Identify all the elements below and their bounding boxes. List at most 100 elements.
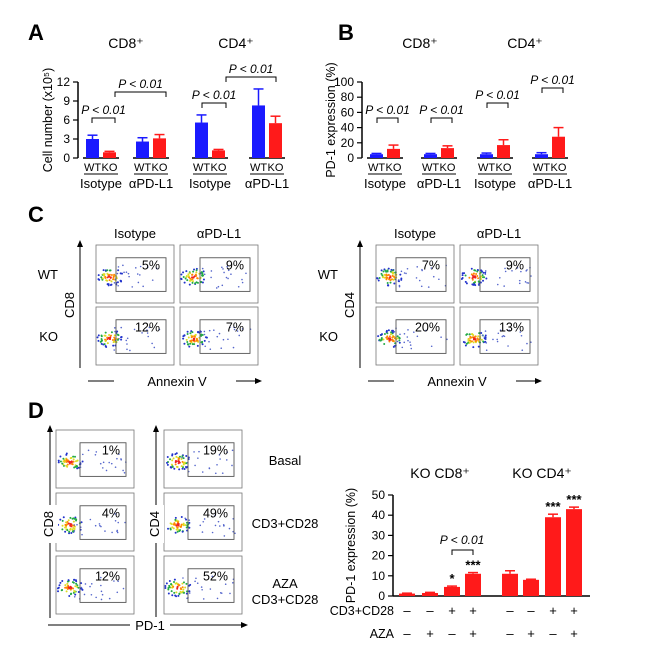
flow-event	[484, 336, 487, 339]
flow-event	[133, 328, 136, 331]
flow-event	[492, 338, 494, 341]
flow-plot-frame	[55, 492, 135, 552]
condition-label: CD3+CD28	[252, 592, 319, 607]
flow-event	[104, 530, 106, 532]
gate-box	[187, 505, 235, 540]
flow-plot-frame	[95, 244, 175, 304]
flow-event	[170, 463, 173, 466]
flow-event	[389, 279, 392, 282]
flow-event	[416, 335, 419, 338]
wt-bar	[136, 141, 149, 158]
flow-event	[106, 336, 109, 339]
flow-event	[194, 464, 196, 467]
flow-event	[113, 349, 116, 351]
flow-event	[400, 278, 403, 281]
flow-event	[187, 273, 190, 276]
flow-event	[129, 349, 131, 352]
flow-event	[148, 326, 151, 329]
flow-event	[128, 275, 130, 278]
flow-event	[193, 268, 196, 271]
cd3-sign: –	[527, 603, 535, 618]
flow-event	[173, 591, 176, 594]
flow-event	[405, 272, 407, 275]
flow-event	[231, 464, 233, 467]
bar-label: WT	[422, 162, 439, 174]
flow-event	[182, 337, 185, 340]
flow-event	[136, 273, 139, 275]
flow-event	[386, 274, 389, 277]
column-label: Isotype	[394, 226, 436, 241]
aza-sign: –	[403, 626, 411, 641]
flow-event	[518, 279, 521, 282]
flow-event	[110, 273, 113, 276]
group-title: CD8⁺	[108, 35, 143, 51]
flow-event	[438, 278, 440, 281]
flow-event	[526, 342, 528, 345]
flow-event	[377, 279, 380, 282]
flow-event	[122, 587, 125, 590]
flow-event	[380, 272, 383, 275]
flow-event	[474, 340, 477, 343]
aza-sign: +	[527, 626, 535, 641]
flow-event	[80, 586, 83, 589]
flow-event	[427, 286, 430, 288]
flow-event	[194, 580, 196, 583]
flow-event	[466, 333, 469, 336]
flow-event	[216, 463, 218, 466]
flow-event	[194, 282, 197, 285]
flow-event	[67, 522, 70, 525]
flow-event	[225, 276, 228, 279]
flow-event	[126, 337, 129, 340]
flow-event	[218, 454, 221, 456]
flow-event	[237, 285, 240, 288]
flow-event	[382, 338, 385, 341]
flow-event	[182, 577, 184, 579]
flow-event	[214, 472, 217, 475]
flow-event	[502, 334, 505, 337]
flow-event	[193, 343, 196, 346]
flow-event	[113, 580, 115, 582]
flow-event	[171, 459, 174, 462]
flow-event	[153, 346, 156, 349]
flow-event	[116, 457, 118, 460]
flow-event	[484, 271, 487, 274]
flow-event	[501, 335, 504, 338]
flow-event	[66, 582, 69, 585]
flow-event	[61, 519, 64, 522]
flow-event	[464, 280, 467, 283]
flow-event	[223, 535, 226, 537]
flow-event	[74, 593, 77, 596]
flow-event	[524, 281, 527, 283]
flow-event	[499, 276, 501, 279]
flow-event	[116, 330, 119, 333]
label-bg	[40, 505, 58, 543]
gate-percent: 5%	[142, 258, 160, 272]
p-value-label: P < 0.01	[229, 62, 274, 76]
flow-event	[178, 592, 181, 595]
flow-event	[63, 461, 66, 464]
flow-event	[477, 338, 480, 341]
cd3-sign: –	[403, 603, 411, 618]
flow-event	[463, 341, 466, 344]
flow-event	[403, 332, 406, 335]
flow-event	[76, 523, 78, 526]
gate-percent: 19%	[203, 443, 228, 457]
ko-bar	[422, 592, 438, 596]
flow-event	[484, 270, 487, 272]
flow-event	[224, 583, 227, 586]
flow-x-label: PD-1	[135, 618, 165, 633]
flow-event	[113, 282, 116, 284]
flow-event	[398, 279, 400, 281]
flow-plot-frame	[375, 244, 455, 304]
flow-event	[392, 331, 395, 334]
flow-event	[188, 590, 191, 593]
flow-event	[109, 338, 112, 341]
flow-event	[177, 460, 180, 463]
flow-event	[403, 272, 406, 274]
gate-box	[79, 442, 127, 477]
flow-event	[184, 586, 187, 589]
flow-event	[222, 338, 225, 341]
bar-label: WT	[478, 162, 495, 174]
ko-bar	[399, 593, 415, 596]
